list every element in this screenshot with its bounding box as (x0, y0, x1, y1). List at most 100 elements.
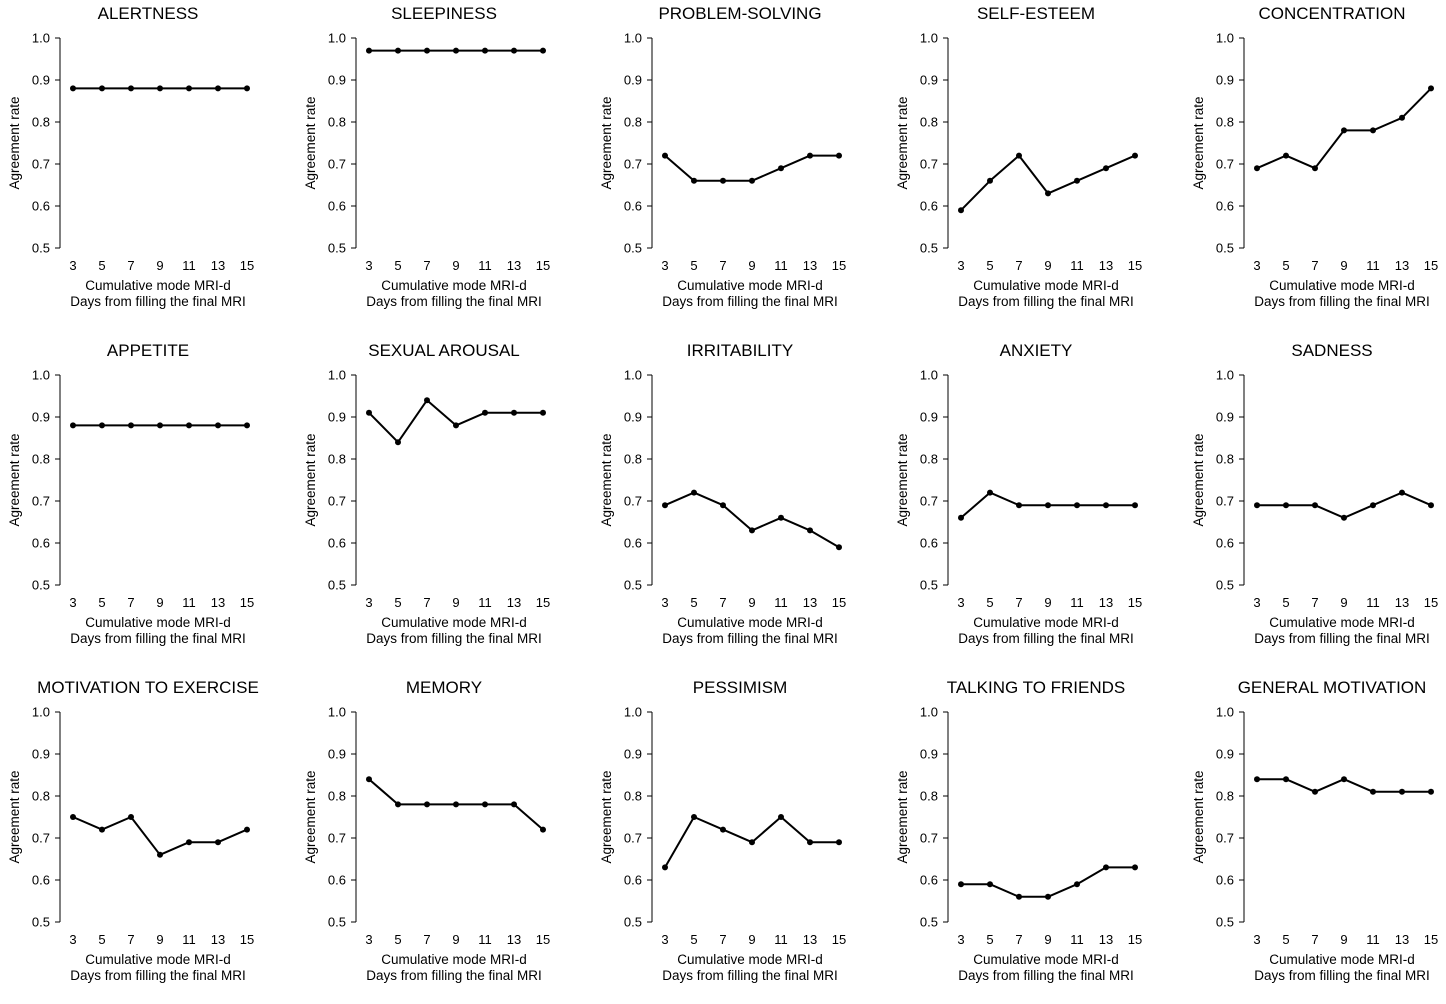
x-tick-label: 13 (803, 258, 817, 273)
y-tick-label: 0.8 (624, 789, 642, 804)
y-axis-label: Agreement rate (303, 96, 318, 189)
data-point (128, 85, 134, 92)
data-point (244, 422, 250, 429)
data-point (807, 152, 813, 159)
data-point (482, 47, 488, 54)
x-tick-label: 7 (127, 258, 134, 273)
y-tick-label: 0.6 (1216, 873, 1234, 888)
y-tick-label: 1.0 (1216, 31, 1234, 46)
x-tick-label: 11 (478, 595, 492, 610)
chart-panel-general-motivation: GENERAL MOTIVATION 0.5 0.6 0.7 0.8 0.9 1.0 Agre… (1184, 674, 1446, 1004)
chart-title: SELF-ESTEEM (977, 4, 1095, 23)
data-point (424, 801, 430, 808)
x-tick-label: 9 (156, 258, 163, 273)
y-tick-label: 0.5 (1216, 578, 1234, 593)
x-tick-label: 11 (478, 932, 492, 947)
data-point (836, 544, 842, 551)
y-tick-label: 0.9 (920, 410, 938, 425)
data-point (1074, 177, 1080, 184)
x-tick-label: 9 (1044, 595, 1051, 610)
x-tick-label: 7 (1015, 595, 1022, 610)
data-point (1428, 788, 1434, 795)
chart-title: SLEEPINESS (391, 4, 497, 23)
y-axis-label: Agreement rate (303, 433, 318, 526)
chart-panel-alertness: ALERTNESS 0.5 0.6 0.7 0.8 0.9 1.0 Agreement rat… (0, 0, 289, 330)
x-axis-sublabel: Days from filling the final MRI (70, 294, 246, 309)
data-point (157, 85, 163, 92)
x-tick-label: 7 (1015, 932, 1022, 947)
y-tick-label: 1.0 (920, 705, 938, 720)
y-tick-label: 0.6 (328, 873, 346, 888)
y-tick-label: 0.7 (624, 831, 642, 846)
y-tick-label: 0.6 (920, 536, 938, 551)
x-tick-label: 9 (748, 932, 755, 947)
y-tick-label: 0.5 (920, 578, 938, 593)
data-point (1132, 152, 1138, 159)
x-tick-label: 9 (452, 595, 459, 610)
x-axis-label: Cumulative mode MRI-d (973, 278, 1119, 293)
y-tick-label: 0.8 (624, 115, 642, 130)
data-point (70, 422, 76, 429)
data-point (157, 422, 163, 429)
data-point (366, 47, 372, 54)
y-tick-label: 1.0 (32, 31, 50, 46)
x-tick-label: 7 (1015, 258, 1022, 273)
chart-panel-memory: MEMORY 0.5 0.6 0.7 0.8 0.9 1.0 Agreement rate 3 5… (296, 674, 585, 1004)
x-tick-label: 5 (1282, 932, 1289, 947)
y-tick-label: 0.8 (32, 789, 50, 804)
data-point (1254, 776, 1260, 783)
chart-panel-sleepiness: SLEEPINESS 0.5 0.6 0.7 0.8 0.9 1.0 Agreement ra… (296, 0, 585, 330)
chart-svg: APPETITE 0.5 0.6 0.7 0.8 0.9 1.0 Agreement rate… (7, 341, 254, 646)
x-tick-label: 11 (774, 258, 788, 273)
y-tick-label: 0.9 (920, 73, 938, 88)
x-axis-sublabel: Days from filling the final MRI (1254, 631, 1430, 646)
data-point (540, 47, 546, 54)
y-axis-label: Agreement rate (599, 433, 614, 526)
x-tick-label: 5 (98, 258, 105, 273)
y-tick-label: 0.7 (328, 831, 346, 846)
data-point (1045, 893, 1051, 900)
data-point (987, 489, 993, 496)
data-point (1103, 864, 1109, 871)
data-point (215, 422, 221, 429)
chart-svg: MEMORY 0.5 0.6 0.7 0.8 0.9 1.0 Agreement rate 3 5… (303, 678, 550, 983)
x-tick-label: 11 (478, 258, 492, 273)
y-tick-label: 0.7 (1216, 494, 1234, 509)
x-tick-label: 3 (365, 258, 372, 273)
x-tick-label: 13 (507, 258, 521, 273)
x-tick-label: 7 (719, 932, 726, 947)
x-tick-label: 7 (423, 932, 430, 947)
chart-svg: IRRITABILITY 0.5 0.6 0.7 0.8 0.9 1.0 Agreement … (599, 341, 846, 646)
y-tick-label: 0.7 (920, 157, 938, 172)
y-axis-label: Agreement rate (599, 96, 614, 189)
y-tick-label: 0.7 (328, 494, 346, 509)
y-tick-label: 0.6 (624, 536, 642, 551)
data-point (1283, 502, 1289, 509)
y-tick-label: 0.9 (1216, 410, 1234, 425)
x-tick-label: 15 (536, 595, 550, 610)
x-tick-label: 13 (1099, 595, 1113, 610)
y-axis-label: Agreement rate (7, 433, 22, 526)
data-point (749, 527, 755, 534)
data-point (1132, 502, 1138, 509)
y-tick-label: 1.0 (328, 31, 346, 46)
y-tick-label: 0.5 (624, 578, 642, 593)
y-tick-label: 0.9 (328, 73, 346, 88)
y-tick-label: 0.7 (920, 494, 938, 509)
y-tick-label: 0.8 (1216, 115, 1234, 130)
x-tick-label: 11 (1070, 932, 1084, 947)
x-tick-label: 3 (661, 595, 668, 610)
y-tick-label: 0.8 (328, 789, 346, 804)
y-tick-label: 0.5 (32, 578, 50, 593)
x-tick-label: 3 (957, 932, 964, 947)
data-point (99, 85, 105, 92)
x-tick-label: 15 (832, 595, 846, 610)
x-tick-label: 9 (1340, 932, 1347, 947)
data-point (662, 502, 668, 509)
y-tick-label: 1.0 (624, 368, 642, 383)
x-axis-label: Cumulative mode MRI-d (381, 615, 527, 630)
data-point (511, 801, 517, 808)
x-tick-label: 11 (1070, 595, 1084, 610)
data-point (395, 47, 401, 54)
y-tick-label: 0.7 (328, 157, 346, 172)
